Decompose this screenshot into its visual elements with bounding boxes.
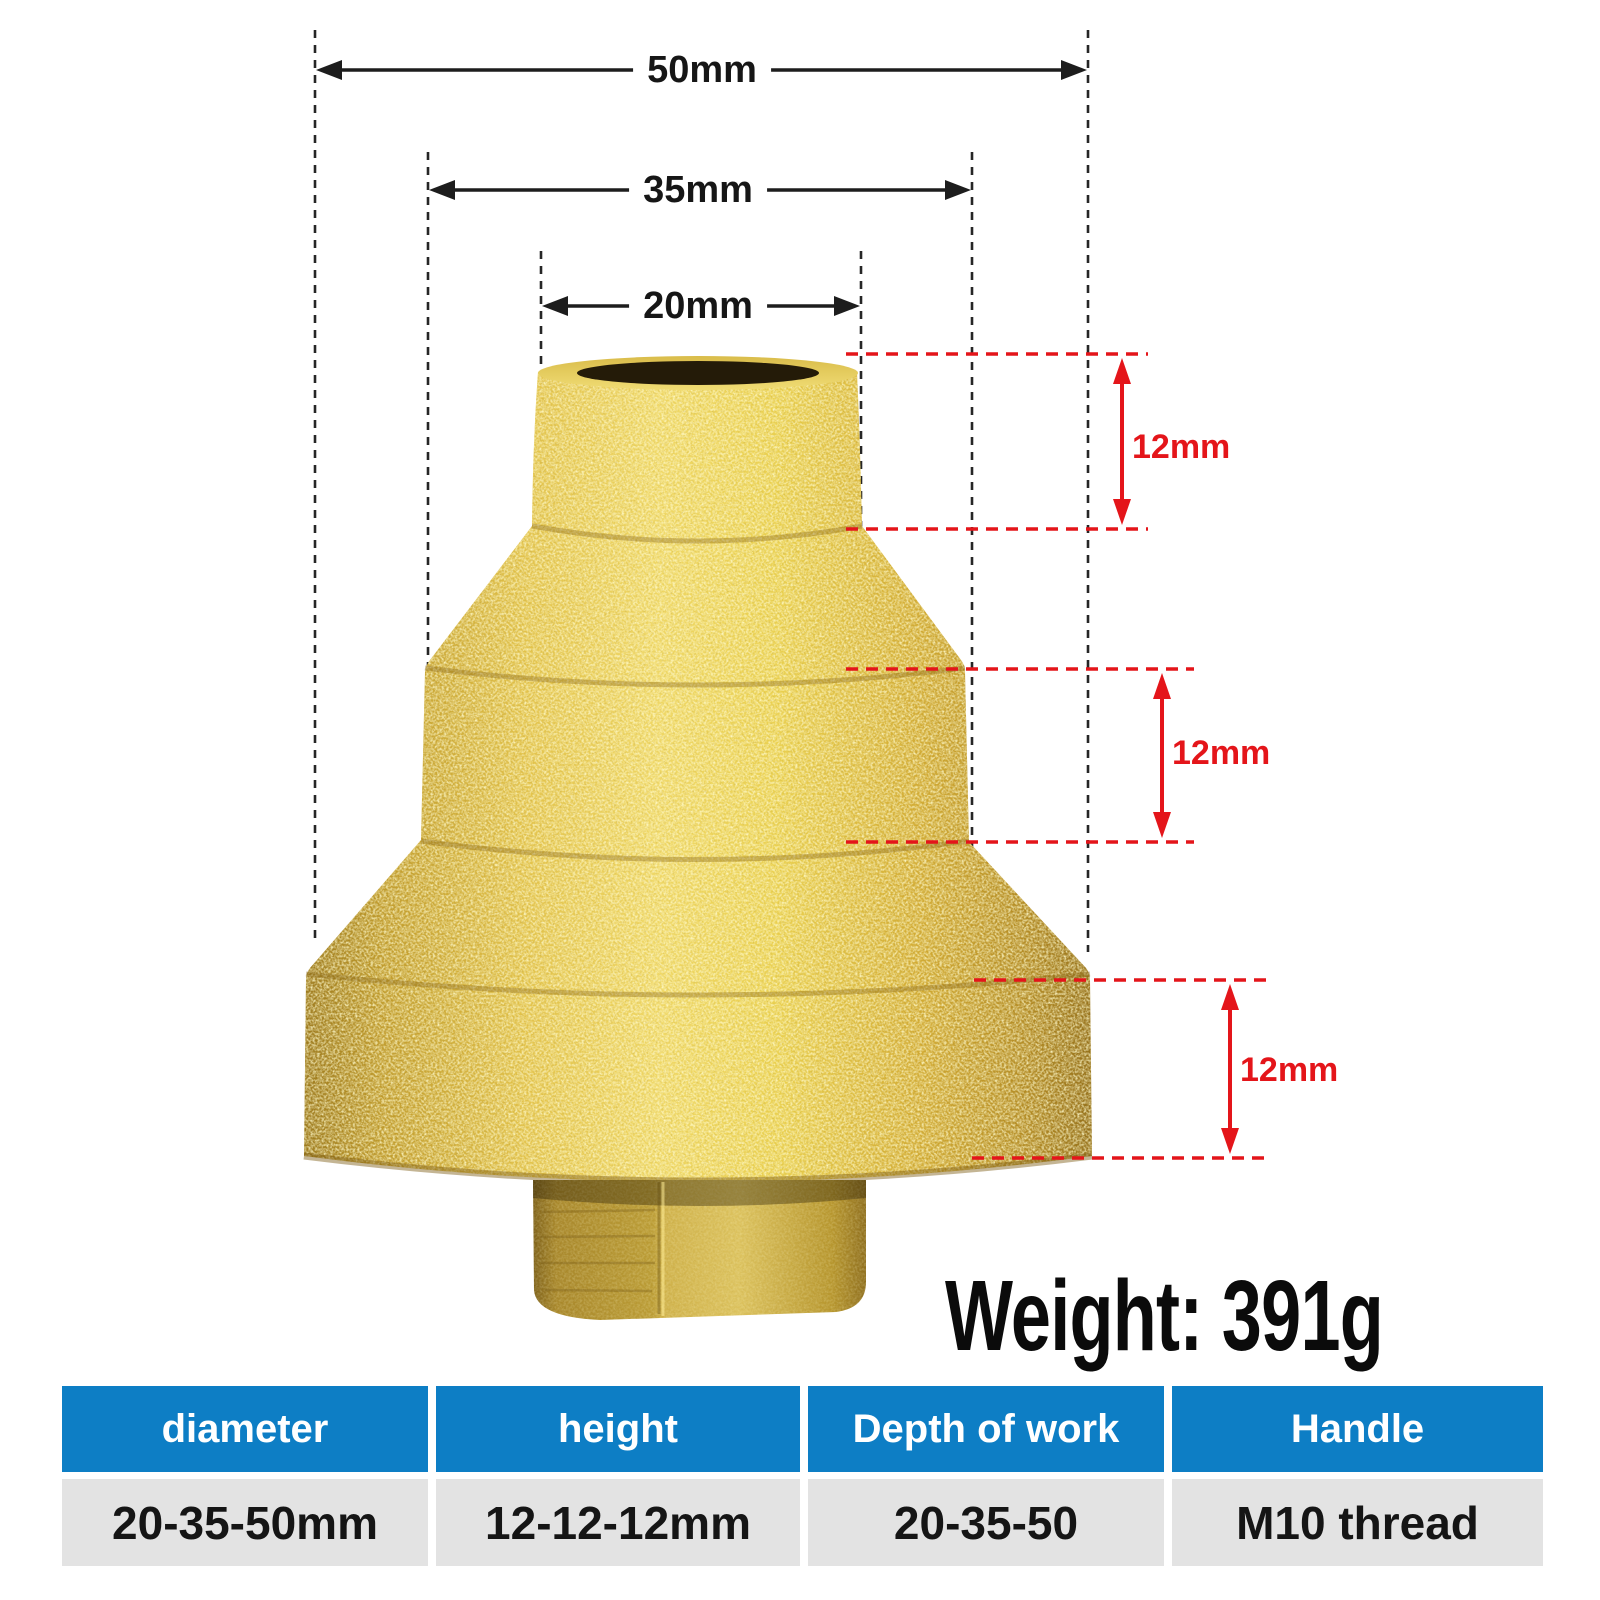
spec-table-value-depth-of-work: 20-35-50 [808, 1479, 1164, 1566]
height-dimension-lines [846, 352, 1266, 1160]
spec-table-header-handle: Handle [1172, 1386, 1543, 1472]
width-dim-label-20mm: 20mm [629, 287, 767, 325]
spec-table-value-diameter: 20-35-50mm [62, 1479, 428, 1566]
drill-bit [303, 356, 1093, 1320]
spec-table-header-height: height [436, 1386, 800, 1472]
spec-table: diameter height Depth of work Handle 20-… [62, 1386, 1543, 1566]
height-dim-label-middle: 12mm [1172, 734, 1271, 772]
hex-base [533, 1180, 866, 1320]
height-dim-label-top: 12mm [1132, 428, 1231, 466]
width-dim-label-35mm: 35mm [629, 171, 767, 209]
spec-table-value-height: 12-12-12mm [436, 1479, 800, 1566]
spec-table-header-diameter: diameter [62, 1386, 428, 1472]
bore-hole [577, 361, 819, 385]
height-dim-label-bottom: 12mm [1240, 1051, 1339, 1089]
weight-text: Weight: 391g [944, 1260, 1384, 1372]
spec-table-value-handle: M10 thread [1172, 1479, 1543, 1566]
spec-table-header-depth-of-work: Depth of work [808, 1386, 1164, 1472]
width-dim-label-50mm: 50mm [633, 51, 771, 89]
